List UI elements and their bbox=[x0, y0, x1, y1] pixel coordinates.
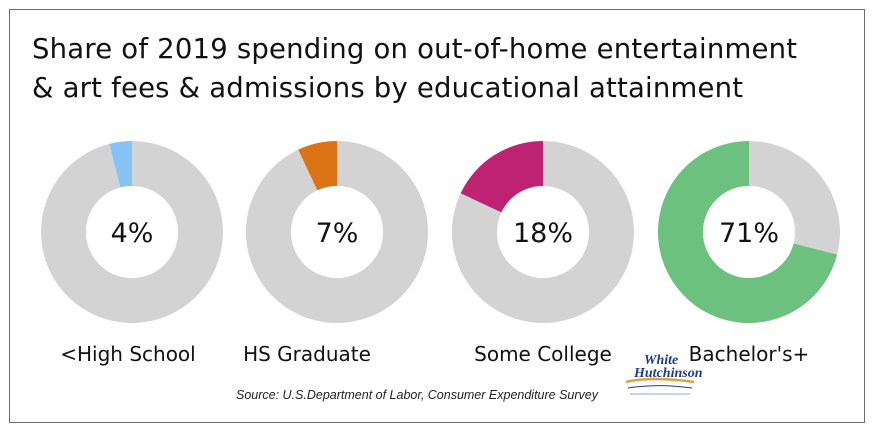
donut-hole-2 bbox=[291, 186, 383, 278]
donut-remainder-1 bbox=[40, 141, 223, 324]
percent-label-3: 18% bbox=[513, 218, 573, 249]
percent-label-1: 4% bbox=[111, 218, 154, 249]
logo-swoosh-icon bbox=[625, 377, 695, 395]
donut-chart-4: 71% Bachelor's+ bbox=[657, 141, 840, 366]
category-label-1: <High School bbox=[60, 342, 195, 366]
source-note: Source: U.S.Department of Labor, Consume… bbox=[236, 388, 598, 402]
white-hutchinson-logo: White Hutchinson bbox=[622, 352, 702, 404]
title-line-2: & art fees & admissions by educational a… bbox=[32, 72, 744, 104]
logo-line-1: White bbox=[644, 353, 679, 368]
percent-label-4: 71% bbox=[719, 218, 779, 249]
category-label-4: Bachelor's+ bbox=[689, 342, 810, 366]
donut-chart-1: 4% <High School bbox=[40, 141, 223, 366]
donut-hole-4 bbox=[703, 186, 795, 278]
donut-chart-3: 18% Some College bbox=[451, 141, 634, 366]
donut-remainder-2 bbox=[245, 141, 428, 324]
donut-slice-1 bbox=[109, 141, 132, 188]
title-line-1: Share of 2019 spending on out-of-home en… bbox=[32, 33, 798, 65]
donut-chart-2: 7% HS Graduate bbox=[243, 141, 428, 366]
donut-slice-2 bbox=[298, 141, 337, 191]
chart-title: Share of 2019 spending on out-of-home en… bbox=[32, 30, 852, 108]
percent-label-2: 7% bbox=[316, 218, 359, 249]
logo-line-2: Hutchinson bbox=[634, 366, 703, 381]
donut-slice-3 bbox=[460, 141, 543, 213]
donut-hole-1 bbox=[86, 186, 178, 278]
donut-slice-4 bbox=[658, 141, 838, 324]
donut-hole-3 bbox=[497, 186, 589, 278]
category-label-2: HS Graduate bbox=[243, 342, 371, 366]
category-label-3: Some College bbox=[474, 342, 612, 366]
